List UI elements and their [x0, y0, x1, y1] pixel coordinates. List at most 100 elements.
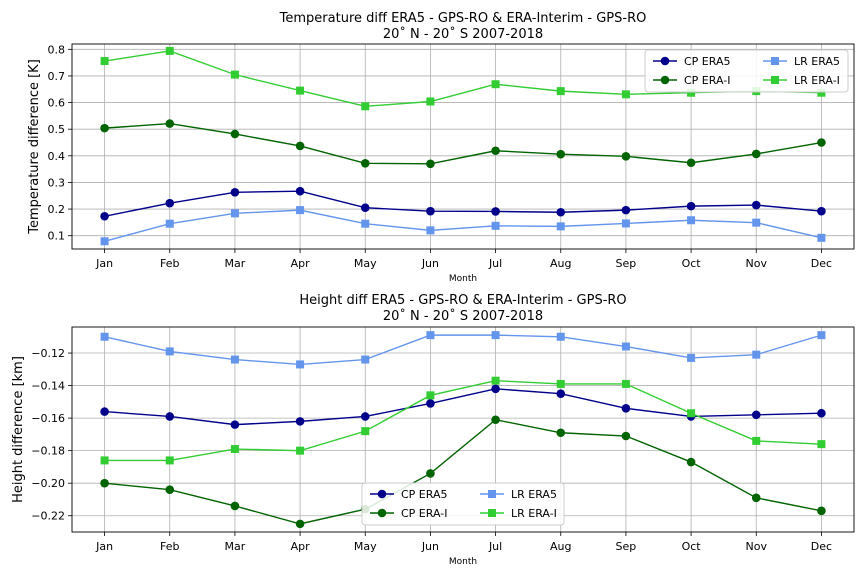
y-tick-label: −0.22	[31, 510, 65, 523]
data-point	[361, 219, 370, 228]
data-point	[230, 209, 239, 218]
chart-title: Height diff ERA5 - GPS-RO & ERA-Interim …	[299, 293, 626, 308]
x-axis-label: Month	[449, 274, 477, 284]
legend-label: CP ERA-I	[401, 507, 447, 520]
y-tick-label: 0.4	[48, 150, 66, 163]
data-point	[621, 404, 631, 413]
series-cp-era-i	[100, 119, 826, 169]
data-point	[100, 478, 109, 488]
data-point	[426, 97, 435, 106]
data-point	[621, 152, 631, 161]
x-tick-label: Feb	[160, 257, 179, 270]
series-line	[104, 388, 822, 426]
data-point	[556, 207, 566, 217]
x-tick-label: May	[354, 257, 377, 270]
data-point	[295, 519, 305, 529]
data-point	[751, 493, 761, 503]
data-point	[165, 347, 174, 356]
data-point	[426, 159, 435, 169]
x-axis: Jan Feb Mar Apr May Jun Jul Aug Sep Oct Nov Dec Mont…	[95, 532, 832, 567]
legend-label: LR ERA5	[511, 488, 557, 501]
x-tick-label: Aug	[550, 540, 571, 553]
legend-label: CP ERA5	[401, 488, 447, 501]
data-point	[426, 469, 435, 478]
x-tick-label: Feb	[160, 540, 179, 553]
legend-marker	[660, 56, 670, 66]
data-point	[817, 88, 826, 97]
data-point	[230, 445, 239, 454]
legend: CP ERA5 CP ERA-I LR ERA5 LR ERA-I	[361, 482, 565, 526]
x-tick-label: Jul	[488, 540, 502, 553]
data-point	[491, 221, 500, 230]
legend-item: CP ERA5	[653, 55, 730, 68]
data-point	[687, 353, 696, 362]
data-point	[491, 384, 500, 394]
legend-marker	[771, 76, 779, 84]
x-tick-label: Oct	[682, 540, 702, 553]
data-point	[360, 158, 370, 168]
series-line	[104, 334, 822, 366]
data-point	[426, 331, 435, 340]
x-tick-label: Aug	[550, 257, 571, 270]
data-point	[491, 415, 500, 425]
y-tick-label: 0.6	[48, 97, 66, 110]
series-lr-era-i	[100, 376, 826, 465]
data-point	[556, 222, 565, 231]
data-point	[687, 409, 696, 418]
x-tick-label: Dec	[811, 540, 832, 553]
data-point	[621, 342, 630, 351]
data-point	[100, 456, 109, 465]
data-point	[361, 427, 370, 436]
data-point	[100, 211, 109, 221]
legend-label: LR ERA5	[794, 55, 840, 68]
data-point	[817, 408, 826, 418]
data-point	[621, 90, 630, 99]
data-point	[686, 158, 696, 168]
data-point	[426, 399, 435, 408]
y-tick-label: −0.12	[31, 347, 65, 360]
data-point	[296, 206, 305, 215]
series-cp-era5	[100, 186, 826, 221]
x-tick-label: Mar	[225, 257, 246, 270]
y-axis: 0.1 0.2 0.3 0.4 0.5 0.6 0.7 0.8 Temperature diff…	[27, 43, 72, 243]
legend-marker	[488, 490, 496, 498]
data-point	[751, 410, 761, 420]
data-point	[230, 501, 240, 511]
x-tick-label: May	[354, 540, 377, 553]
data-point	[426, 391, 435, 400]
x-tick-label: Nov	[746, 540, 768, 553]
data-point	[491, 80, 500, 89]
x-tick-label: Mar	[225, 540, 246, 553]
series-cp-era-i	[100, 415, 826, 529]
plot-frame	[71, 43, 855, 250]
data-point	[556, 428, 566, 438]
data-point	[621, 431, 631, 441]
x-axis: Jan Feb Mar Apr May Jun Jul Aug Sep Oct Nov Dec Mont…	[95, 249, 832, 284]
legend-label: LR ERA-I	[511, 507, 557, 520]
data-point	[165, 219, 174, 228]
data-point	[621, 205, 631, 215]
data-point	[491, 146, 500, 156]
data-point	[556, 379, 565, 388]
data-point	[752, 218, 761, 227]
data-point	[296, 446, 305, 455]
y-tick-label: 0.3	[48, 176, 66, 189]
data-point	[100, 237, 109, 246]
chart-panel-2: Height diff ERA5 - GPS-RO & ERA-Interim …	[11, 293, 855, 567]
legend-marker	[771, 57, 779, 65]
legend-box	[644, 49, 849, 93]
data-point	[491, 207, 500, 216]
y-axis: −0.12 −0.14 −0.16 −0.18 −0.20 −0.22 Height dif…	[11, 347, 72, 523]
legend-item: CP ERA5	[370, 488, 447, 501]
series-cp-era5	[100, 384, 826, 429]
data-point	[426, 226, 435, 235]
data-point	[230, 129, 240, 139]
data-point	[621, 379, 630, 388]
plot-frame	[71, 326, 855, 533]
data-point	[686, 457, 696, 467]
series-line	[104, 122, 822, 165]
x-tick-label: Sep	[616, 257, 637, 270]
x-tick-label: Jun	[421, 540, 439, 553]
x-tick-label: Jan	[95, 540, 113, 553]
